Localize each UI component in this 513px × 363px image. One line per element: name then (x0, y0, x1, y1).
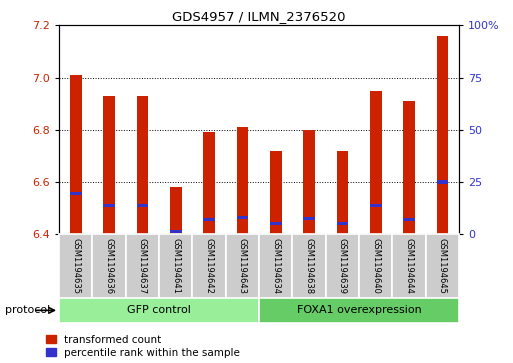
Text: GSM1194643: GSM1194643 (238, 238, 247, 294)
Text: protocol: protocol (5, 305, 50, 315)
Bar (203, 132, 215, 234)
Bar (270, 151, 282, 234)
Text: GSM1194645: GSM1194645 (438, 238, 447, 294)
Bar (326, 234, 359, 298)
Bar (236, 127, 248, 234)
Bar (159, 234, 192, 298)
Bar (59, 298, 259, 323)
Bar (292, 234, 326, 298)
Bar (203, 218, 215, 221)
Bar (370, 91, 382, 234)
Bar (92, 234, 126, 298)
Text: GSM1194644: GSM1194644 (405, 238, 413, 294)
Bar (392, 234, 426, 298)
Bar (170, 230, 182, 233)
Bar (126, 234, 159, 298)
Title: GDS4957 / ILMN_2376520: GDS4957 / ILMN_2376520 (172, 10, 346, 23)
Bar (136, 204, 148, 207)
Bar (337, 151, 348, 234)
Bar (437, 36, 448, 234)
Bar (337, 222, 348, 225)
Bar (359, 234, 392, 298)
Text: GSM1194641: GSM1194641 (171, 238, 180, 294)
Bar (370, 204, 382, 207)
Text: GSM1194636: GSM1194636 (105, 238, 113, 294)
Bar (437, 180, 448, 184)
Text: GSM1194634: GSM1194634 (271, 238, 280, 294)
Bar (403, 101, 415, 234)
Text: FOXA1 overexpression: FOXA1 overexpression (297, 305, 422, 315)
Text: GSM1194640: GSM1194640 (371, 238, 380, 294)
Bar (59, 234, 92, 298)
Bar (136, 96, 148, 234)
Bar (103, 204, 115, 207)
Bar (226, 234, 259, 298)
Bar (70, 192, 82, 195)
Text: GSM1194637: GSM1194637 (138, 238, 147, 294)
Bar (103, 96, 115, 234)
Bar (170, 187, 182, 234)
Bar (70, 75, 82, 234)
Bar (303, 217, 315, 220)
Legend: transformed count, percentile rank within the sample: transformed count, percentile rank withi… (46, 335, 240, 358)
Bar (426, 234, 459, 298)
Text: GSM1194635: GSM1194635 (71, 238, 80, 294)
Text: GSM1194642: GSM1194642 (205, 238, 213, 294)
Bar (403, 218, 415, 221)
Bar (303, 130, 315, 234)
Text: GSM1194639: GSM1194639 (338, 238, 347, 294)
Bar (259, 234, 292, 298)
Bar (236, 216, 248, 219)
Text: GFP control: GFP control (127, 305, 191, 315)
Bar (259, 298, 459, 323)
Bar (192, 234, 226, 298)
Bar (270, 222, 282, 225)
Text: GSM1194638: GSM1194638 (305, 238, 313, 294)
